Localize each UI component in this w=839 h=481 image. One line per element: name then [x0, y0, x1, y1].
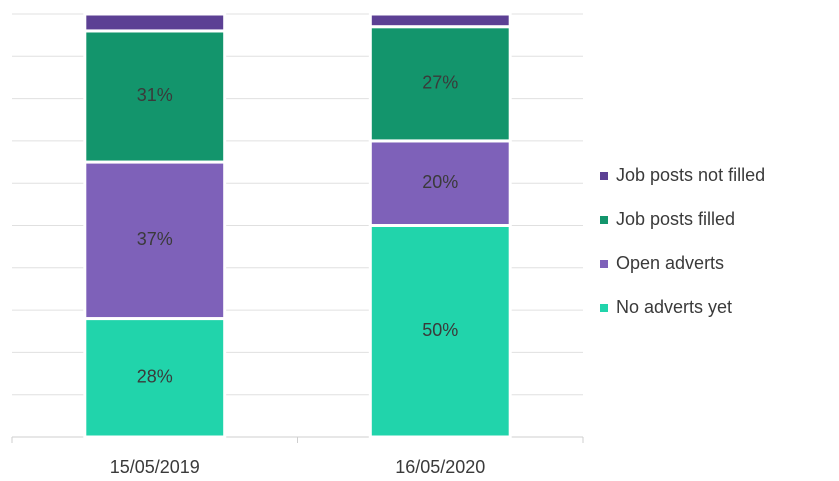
legend-label: Job posts not filled: [616, 165, 765, 185]
data-label: 28%: [137, 367, 173, 387]
data-label: 20%: [422, 172, 458, 192]
bar-segment: [368, 12, 512, 29]
data-label: 37%: [137, 229, 173, 249]
bar-segment: [83, 160, 227, 321]
legend-label: No adverts yet: [616, 297, 732, 317]
legend-swatch: [600, 172, 608, 180]
legend-swatch: [600, 260, 608, 268]
data-label: 31%: [137, 85, 173, 105]
x-tick-label: 15/05/2019: [110, 457, 200, 477]
bar-segment: [83, 317, 227, 439]
bar-segment: [368, 25, 512, 143]
data-label: 27%: [422, 73, 458, 93]
bar-segment: [83, 29, 227, 164]
bar-segment: [83, 12, 227, 33]
bar-segment: [368, 224, 512, 439]
legend-label: Job posts filled: [616, 209, 735, 229]
data-label: 50%: [422, 320, 458, 340]
bar-segment: [368, 139, 512, 227]
legend-label: Open adverts: [616, 253, 724, 273]
legend-swatch: [600, 216, 608, 224]
x-tick-label: 16/05/2020: [395, 457, 485, 477]
legend-swatch: [600, 304, 608, 312]
